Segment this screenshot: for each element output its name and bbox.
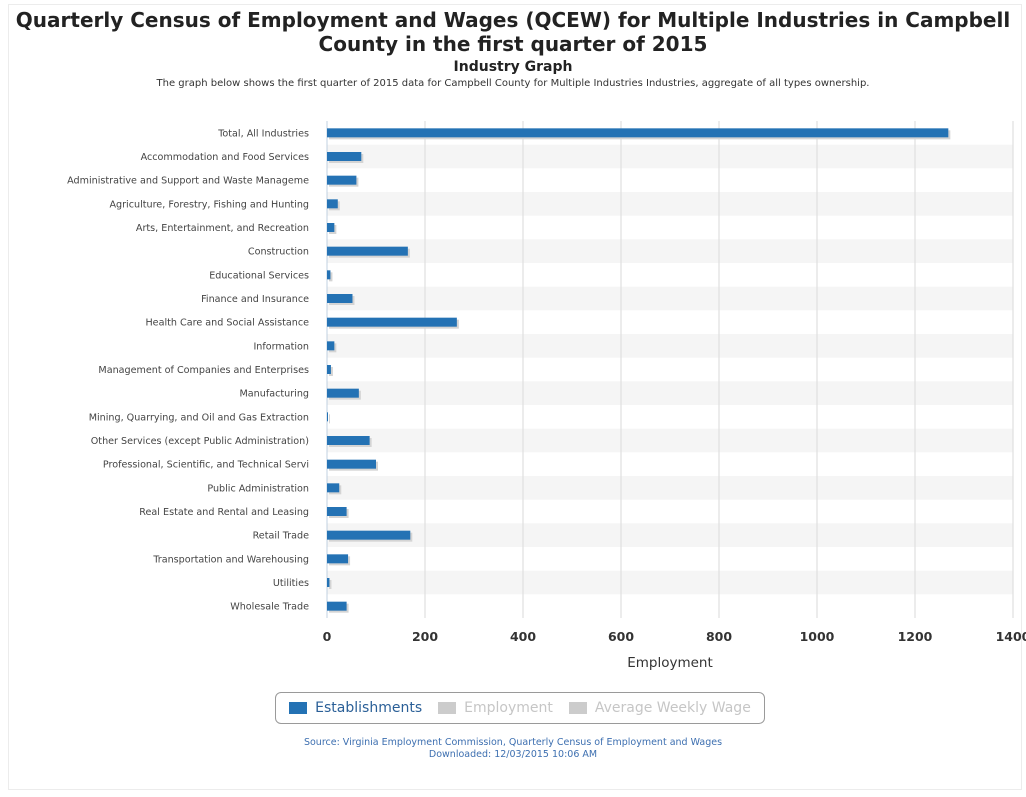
x-tick-label: 600 <box>608 629 634 644</box>
x-tick-label: 800 <box>706 629 732 644</box>
category-label: Agriculture, Forestry, Fishing and Hunti… <box>109 199 309 210</box>
bar-shadow <box>329 580 332 589</box>
category-label: Manufacturing <box>240 389 309 400</box>
category-label: Educational Services <box>209 270 309 281</box>
bar-0 <box>327 128 949 138</box>
row-band <box>327 144 1013 169</box>
category-label: Accommodation and Food Services <box>141 152 309 163</box>
x-tick-label: 400 <box>510 629 536 644</box>
bar-shadow <box>329 272 333 282</box>
category-label: Retail Trade <box>253 531 310 542</box>
legend-swatch-establishments <box>289 702 308 714</box>
category-label: Utilities <box>273 578 309 589</box>
category-label: Arts, Entertainment, and Recreation <box>136 223 309 234</box>
bar-18 <box>327 554 349 564</box>
bar-15 <box>327 483 340 493</box>
row-band <box>327 381 1013 405</box>
bar-6 <box>327 270 331 280</box>
bar-9 <box>327 341 335 351</box>
category-label: Information <box>253 341 309 352</box>
bar-14 <box>327 459 376 469</box>
legend-swatch-average-weekly-wage <box>568 702 587 714</box>
category-label: Construction <box>248 247 309 258</box>
row-band <box>327 570 1013 595</box>
x-tick-label: 1400 <box>996 629 1026 644</box>
category-label: Health Care and Social Assistance <box>145 318 309 329</box>
row-band <box>327 239 1013 263</box>
category-label: Other Services (except Public Administra… <box>91 436 309 447</box>
x-tick-label: 0 <box>323 629 332 644</box>
legend-label-average-weekly-wage: Average Weekly Wage <box>594 700 751 716</box>
category-label: Administrative and Support and Waste Man… <box>67 176 309 187</box>
row-band <box>327 428 1013 453</box>
category-label: Wholesale Trade <box>230 602 309 613</box>
bar-1 <box>327 152 362 161</box>
legend-swatch-employment <box>438 702 457 714</box>
chart-title-line2: County in the first quarter of 2015 <box>318 32 708 56</box>
graph-title: Industry Graph <box>453 59 573 75</box>
row-band <box>327 192 1013 216</box>
x-tick-label: 1200 <box>898 629 933 644</box>
category-label: Mining, Quarrying, and Oil and Gas Extra… <box>89 412 309 423</box>
bar-chart: Total, All Industries Accommodation and F… <box>67 121 1026 671</box>
legend-item-average-weekly-wage[interactable]: Average Weekly Wage <box>568 700 751 716</box>
x-axis-title: Employment <box>627 655 713 671</box>
bar-5 <box>327 246 408 256</box>
bar-20 <box>327 601 347 611</box>
category-label: Total, All Industries <box>217 128 309 139</box>
category-label: Professional, Scientific, and Technical … <box>103 460 309 471</box>
bar-12 <box>327 412 328 422</box>
chart-title-line1: Quarterly Census of Employment and Wages… <box>15 8 1011 32</box>
bar-17 <box>327 530 411 540</box>
bar-8 <box>327 317 457 327</box>
category-label: Public Administration <box>207 483 309 494</box>
legend-item-employment[interactable]: Employment <box>438 700 553 716</box>
category-label: Real Estate and Rental and Leasing <box>139 507 309 518</box>
source-note: Source: Virginia Employment Commission, … <box>303 737 723 748</box>
bar-19 <box>327 578 330 587</box>
bar-shadow <box>329 414 330 424</box>
chart-frame <box>8 4 1022 790</box>
legend: Establishments Employment Average Weekly… <box>275 692 765 724</box>
legend-label-employment: Employment <box>464 700 553 716</box>
legend-label-establishments: Establishments <box>315 700 423 716</box>
row-band <box>327 334 1013 358</box>
bar-10 <box>327 365 331 374</box>
category-label: Management of Companies and Enterprises <box>98 365 309 376</box>
x-tick-label: 1000 <box>800 629 835 644</box>
x-tick-label: 200 <box>412 629 438 644</box>
category-label: Finance and Insurance <box>201 294 309 305</box>
category-label: Transportation and Warehousing <box>152 554 309 565</box>
bar-13 <box>327 436 370 445</box>
chart-subtitle: The graph below shows the first quarter … <box>156 78 870 89</box>
legend-item-establishments[interactable]: Establishments <box>289 700 422 716</box>
bar-7 <box>327 294 353 303</box>
bar-shadow <box>329 367 333 376</box>
bar-2 <box>327 175 357 185</box>
row-band <box>327 523 1013 547</box>
row-band <box>327 476 1013 500</box>
bar-11 <box>327 388 359 398</box>
row-band <box>327 286 1013 311</box>
bar-16 <box>327 507 347 516</box>
download-timestamp: Downloaded: 12/03/2015 10:06 AM <box>428 749 598 760</box>
bar-3 <box>327 199 338 209</box>
bar-4 <box>327 223 335 232</box>
